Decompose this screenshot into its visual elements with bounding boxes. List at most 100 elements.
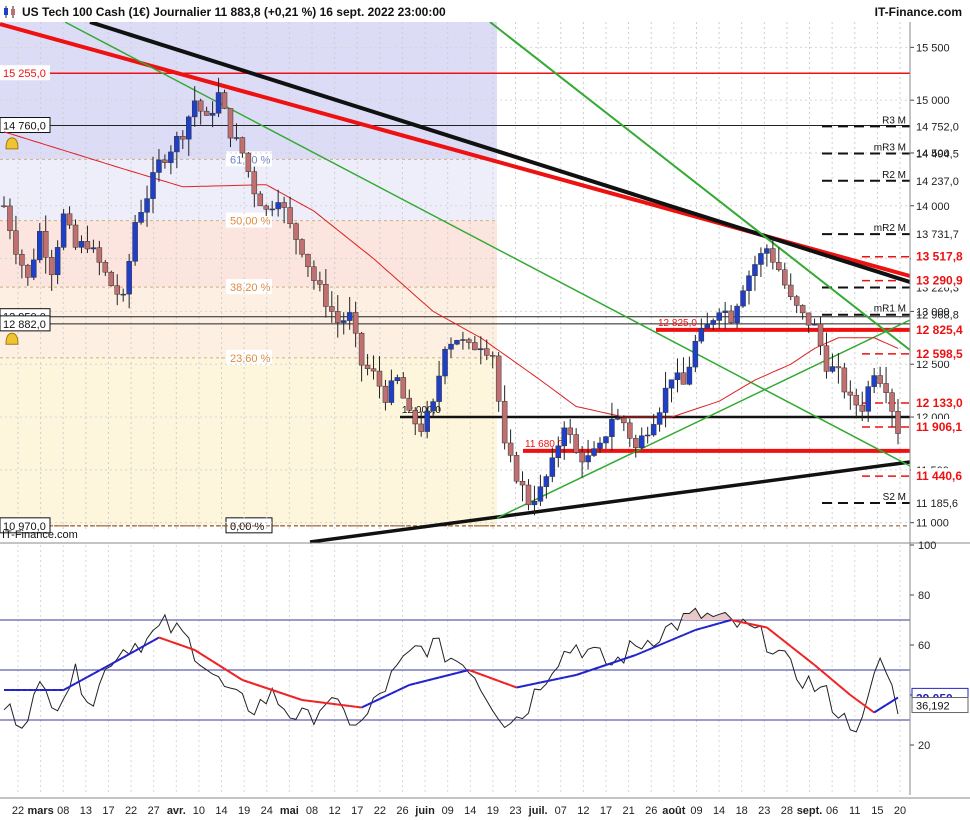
candle-body xyxy=(144,198,150,213)
candle-body xyxy=(799,305,806,314)
level-label: 12 882,0 xyxy=(3,319,46,331)
candle-body xyxy=(251,171,258,195)
x-tick-label: 13 xyxy=(80,805,92,817)
candlestick-icon xyxy=(4,6,15,18)
level-label-box xyxy=(0,517,51,534)
rsi-signal-segment xyxy=(468,669,476,674)
rsi-signal-segment xyxy=(69,682,76,688)
x-tick-label: 17 xyxy=(351,805,363,817)
candle-body xyxy=(299,239,305,255)
level-label-box xyxy=(0,65,50,81)
level-label: 15 255,0 xyxy=(3,68,46,80)
rsi-signal-segment xyxy=(182,644,190,649)
rsi-signal-segment xyxy=(760,625,768,629)
rsi-signal-segment xyxy=(569,674,577,678)
candle-body xyxy=(174,136,180,153)
candle-body xyxy=(191,100,198,118)
x-tick-label: mai xyxy=(280,805,299,817)
y-tick-label: 13 000 xyxy=(916,306,950,318)
rsi-signal-segment xyxy=(807,659,816,666)
rsi-signal-segment xyxy=(75,679,82,685)
rsi-signal-segment xyxy=(402,684,410,689)
brand-sub-label: IT-Finance.com xyxy=(2,529,78,541)
candle-body xyxy=(245,152,252,172)
candle-body xyxy=(567,427,573,435)
candle-body xyxy=(66,213,73,226)
rsi-signal-segment xyxy=(396,686,404,692)
rsi-signal-segment xyxy=(235,675,243,681)
candle-body xyxy=(48,257,55,276)
x-tick-label: 19 xyxy=(487,805,499,817)
rsi-y-tick-label: 80 xyxy=(918,590,930,602)
candle-body xyxy=(209,112,216,116)
rsi-signal-segment xyxy=(128,649,136,656)
rsi-signal-segment xyxy=(695,627,702,631)
rsi-signal-segment xyxy=(295,697,303,701)
x-tick-label: 24 xyxy=(261,805,273,817)
rsi-signal-segment xyxy=(593,666,601,670)
candle-body xyxy=(531,501,538,506)
candle-body xyxy=(60,213,67,248)
rsi-signal-segment xyxy=(867,707,875,714)
rsi-signal-segment xyxy=(587,668,595,672)
rsi-signal-segment xyxy=(629,654,637,658)
rsi-signal-segment xyxy=(796,650,804,657)
candle-body xyxy=(436,375,442,402)
rsi-signal-segment xyxy=(546,679,553,683)
candle-body xyxy=(716,312,722,321)
red-zone-label: 11 680,0 xyxy=(525,439,564,450)
candle-body xyxy=(454,340,460,345)
candle-body xyxy=(817,323,824,347)
x-tick-label: 19 xyxy=(238,805,250,817)
rsi-signal-segment xyxy=(659,641,666,646)
y-tick-label: 14 000 xyxy=(916,201,950,213)
rsi-signal-segment xyxy=(379,695,386,700)
rsi-signal-segment xyxy=(212,660,220,666)
candle-body xyxy=(78,241,85,248)
rsi-signal-segment xyxy=(426,678,434,682)
rsi-signal-segment xyxy=(748,622,756,626)
rsi-signal-segment xyxy=(671,636,678,641)
x-tick-label: 17 xyxy=(102,805,114,817)
x-tick-label: 22 xyxy=(125,805,137,817)
candle-body xyxy=(329,306,335,312)
chart-title-bar: US Tech 100 Cash (1€) Journalier 11 883,… xyxy=(0,2,970,22)
y-tick-label: 15 500 xyxy=(916,42,950,54)
rsi-signal-segment xyxy=(802,654,810,662)
rsi-y-tick-label: 20 xyxy=(918,740,930,752)
trend-line xyxy=(489,21,911,351)
fib-label-box xyxy=(226,279,272,295)
rsi-signal-segment xyxy=(736,620,744,624)
rsi-signal-segment xyxy=(766,626,774,633)
candle-body xyxy=(513,455,520,482)
rsi-signal-segment xyxy=(343,704,350,707)
rsi-signal-segment xyxy=(462,669,470,673)
candle-body xyxy=(686,366,693,385)
rsi-signal-segment xyxy=(831,679,840,686)
candle-body xyxy=(680,372,687,385)
rsi-signal-segment xyxy=(110,659,118,665)
x-tick-label: 17 xyxy=(600,805,612,817)
candle-body xyxy=(609,419,615,437)
rsi-line xyxy=(3,607,899,733)
candle-body xyxy=(221,92,228,109)
candle-body xyxy=(555,445,562,458)
x-tick-label: 18 xyxy=(736,805,748,817)
rsi-signal-segment xyxy=(784,640,792,648)
fib-zone xyxy=(0,220,497,288)
rsi-signal-segment xyxy=(450,672,458,676)
candle-body xyxy=(484,348,490,356)
rsi-signal-segment xyxy=(289,695,297,699)
candle-body xyxy=(478,348,484,351)
pivot-label: mR3 M xyxy=(874,143,906,154)
rsi-signal-segment xyxy=(271,689,279,693)
rsi-signal-segment xyxy=(825,674,834,681)
rsi-signal-segment xyxy=(623,656,631,660)
chart-title: US Tech 100 Cash (1€) Journalier 11 883,… xyxy=(22,5,446,19)
rsi-signal-segment xyxy=(134,646,142,652)
candle-body xyxy=(72,224,79,248)
candle-body xyxy=(126,261,132,295)
rsi-signal-segment xyxy=(552,677,559,681)
rsi-signal-segment xyxy=(885,700,893,706)
rsi-signal-segment xyxy=(254,683,261,687)
